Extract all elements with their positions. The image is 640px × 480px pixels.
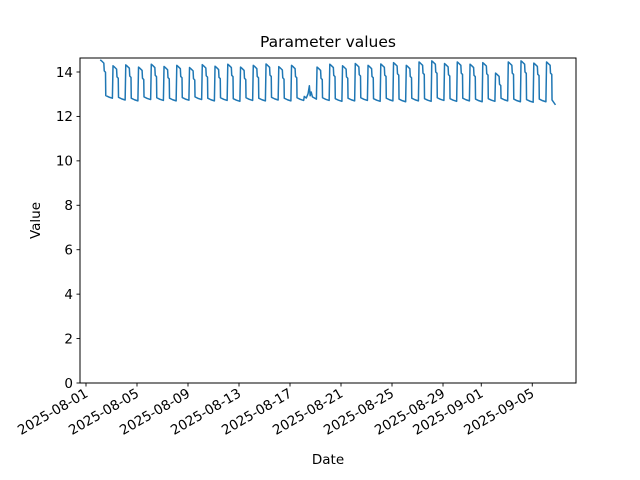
y-tick-label: 8 [64, 198, 73, 214]
series-line [99, 59, 557, 106]
y-tick-label: 10 [56, 154, 73, 170]
y-tick-label: 12 [56, 109, 73, 125]
x-axis-ticks: 2025-08-012025-08-052025-08-092025-08-13… [15, 383, 537, 439]
y-tick-label: 0 [64, 376, 73, 392]
y-axis-label: Value [28, 202, 44, 239]
y-tick-label: 2 [64, 331, 73, 347]
x-axis-label: Date [312, 452, 344, 468]
plot-border [79, 57, 577, 384]
y-tick-label: 6 [64, 243, 73, 259]
y-tick-label: 4 [64, 287, 73, 303]
y-axis-ticks: 0 2 4 6 8 10 12 14 [56, 65, 80, 392]
series-line-group [99, 59, 557, 106]
chart-title: Parameter values [260, 33, 396, 51]
y-tick-label: 14 [56, 65, 73, 81]
